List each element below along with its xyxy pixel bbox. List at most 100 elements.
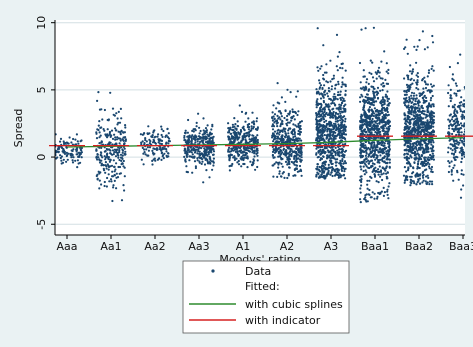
data-point: [373, 107, 376, 110]
fit-line-indicator: [49, 135, 473, 147]
data-point: [423, 80, 426, 83]
data-point: [466, 133, 468, 135]
data-point: [119, 156, 123, 159]
data-point: [455, 118, 458, 121]
data-point: [386, 142, 389, 145]
data-point: [381, 77, 384, 80]
data-point: [383, 155, 386, 158]
data-point: [432, 84, 435, 87]
data-point: [427, 142, 430, 145]
data-point: [256, 149, 259, 152]
data-point: [449, 123, 452, 126]
data-point: [106, 118, 109, 122]
data-point: [330, 159, 333, 162]
data-point: [388, 102, 391, 105]
data-point: [329, 122, 332, 125]
data-point: [63, 152, 67, 155]
data-point: [423, 131, 426, 134]
data-point: [275, 140, 278, 143]
data-point: [373, 100, 376, 103]
data-point: [100, 162, 103, 165]
data-point: [297, 129, 300, 133]
data-point: [339, 119, 342, 122]
data-point: [199, 136, 202, 139]
data-point: [321, 150, 324, 153]
data-point: [98, 136, 101, 139]
data-point: [418, 155, 421, 158]
data-point: [371, 155, 374, 158]
data-point: [403, 114, 407, 117]
data-point: [462, 173, 465, 176]
data-point: [192, 135, 195, 138]
data-point: [187, 139, 191, 142]
data-point: [186, 149, 190, 152]
data-point: [360, 87, 363, 90]
data-point: [111, 175, 115, 178]
data-point: [319, 108, 322, 111]
data-point: [237, 159, 240, 163]
data-point: [470, 101, 472, 103]
data-point: [343, 160, 347, 163]
data-point: [104, 171, 107, 174]
data-point: [242, 158, 245, 162]
data-point: [451, 124, 455, 127]
data-point: [430, 180, 434, 183]
data-point: [429, 83, 433, 86]
data-point: [276, 135, 279, 138]
data-point: [412, 114, 415, 117]
data-point: [361, 155, 364, 159]
data-point: [201, 152, 204, 155]
data-point: [71, 159, 74, 162]
data-point: [320, 92, 323, 95]
data-point: [388, 165, 391, 168]
data-point: [428, 180, 432, 183]
data-point: [167, 132, 170, 135]
data-point: [368, 106, 371, 109]
data-point: [317, 115, 321, 118]
data-point: [362, 106, 365, 109]
data-point: [254, 168, 257, 171]
data-point: [315, 126, 318, 129]
data-point: [229, 153, 232, 156]
data-point: [112, 153, 115, 156]
data-point: [336, 112, 340, 116]
data-point: [274, 120, 277, 123]
data-point: [339, 107, 342, 111]
data-point: [365, 193, 368, 196]
data-point: [117, 130, 120, 133]
data-point: [255, 117, 259, 120]
data-point: [291, 138, 295, 141]
data-point: [143, 148, 146, 151]
data-point: [381, 101, 384, 104]
data-point: [144, 138, 147, 142]
data-point: [370, 72, 373, 75]
data-point: [228, 129, 231, 132]
data-point: [339, 176, 342, 179]
data-point: [117, 110, 120, 113]
data-point: [198, 153, 201, 156]
data-point: [208, 161, 211, 164]
data-point: [277, 166, 280, 169]
data-point: [374, 158, 377, 161]
data-point: [378, 130, 381, 133]
data-point: [104, 156, 107, 159]
data-point: [386, 132, 389, 135]
data-point: [372, 90, 375, 93]
data-point: [337, 171, 340, 174]
data-point: [466, 169, 468, 171]
data-point: [315, 113, 318, 116]
data-point: [411, 172, 414, 175]
data-point: [447, 151, 450, 154]
data-point: [381, 115, 384, 118]
data-point: [456, 127, 460, 130]
data-point: [407, 108, 411, 111]
data-point: [416, 106, 419, 109]
data-point: [72, 148, 75, 151]
data-point: [234, 150, 237, 153]
data-point: [455, 115, 458, 118]
data-point: [193, 147, 196, 151]
data-point: [344, 120, 347, 123]
data-point: [470, 168, 472, 170]
data-point: [373, 154, 376, 157]
data-point: [295, 158, 298, 161]
